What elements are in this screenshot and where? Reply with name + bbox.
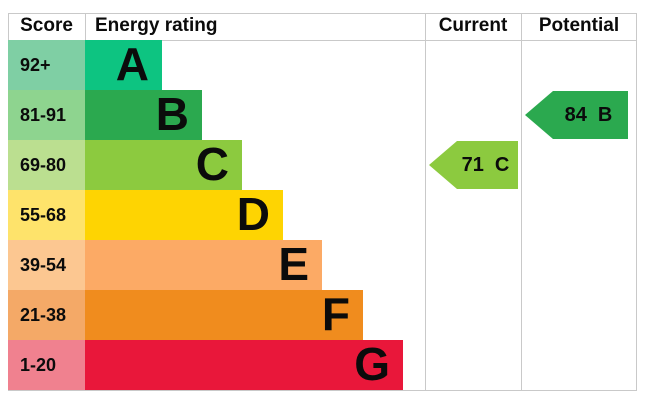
band-bar-f: F	[85, 290, 363, 340]
band-row-d: 55-68 D	[8, 190, 283, 240]
band-row-c: 69-80 C	[8, 140, 242, 190]
band-bar-a: A	[85, 40, 162, 90]
current-rating-band: C	[494, 153, 510, 176]
current-column-divider	[425, 13, 426, 391]
band-row-b: 81-91 B	[8, 90, 202, 140]
band-row-g: 1-20 G	[8, 340, 403, 390]
band-score-range: 92+	[8, 40, 85, 90]
score-column-divider	[85, 13, 86, 40]
band-score-range: 1-20	[8, 340, 85, 390]
frame-right-line	[636, 13, 637, 391]
potential-column-divider	[521, 13, 522, 391]
band-bar-c: C	[85, 140, 242, 190]
band-row-a: 92+ A	[8, 40, 162, 90]
band-bar-g: G	[85, 340, 403, 390]
potential-rating-value: 84	[564, 103, 587, 126]
band-score-range: 21-38	[8, 290, 85, 340]
frame-bottom-line	[8, 390, 637, 391]
band-bar-e: E	[85, 240, 322, 290]
band-score-range: 81-91	[8, 90, 85, 140]
current-column-header: Current	[438, 15, 508, 36]
frame-top-line	[8, 13, 637, 14]
energy-rating-column-header: Energy rating	[95, 15, 218, 36]
band-score-range: 55-68	[8, 190, 85, 240]
band-row-f: 21-38 F	[8, 290, 363, 340]
header-underline	[8, 40, 637, 41]
score-column-header: Score	[20, 15, 73, 36]
band-score-range: 39-54	[8, 240, 85, 290]
band-bar-d: D	[85, 190, 283, 240]
band-row-e: 39-54 E	[8, 240, 322, 290]
band-score-range: 69-80	[8, 140, 85, 190]
potential-rating-arrow: 84 B	[525, 91, 628, 139]
potential-rating-band: B	[597, 103, 613, 126]
potential-column-header: Potential	[538, 15, 620, 36]
current-rating-value: 71	[461, 153, 484, 176]
current-rating-arrow: 71 C	[429, 141, 518, 189]
band-bar-b: B	[85, 90, 202, 140]
